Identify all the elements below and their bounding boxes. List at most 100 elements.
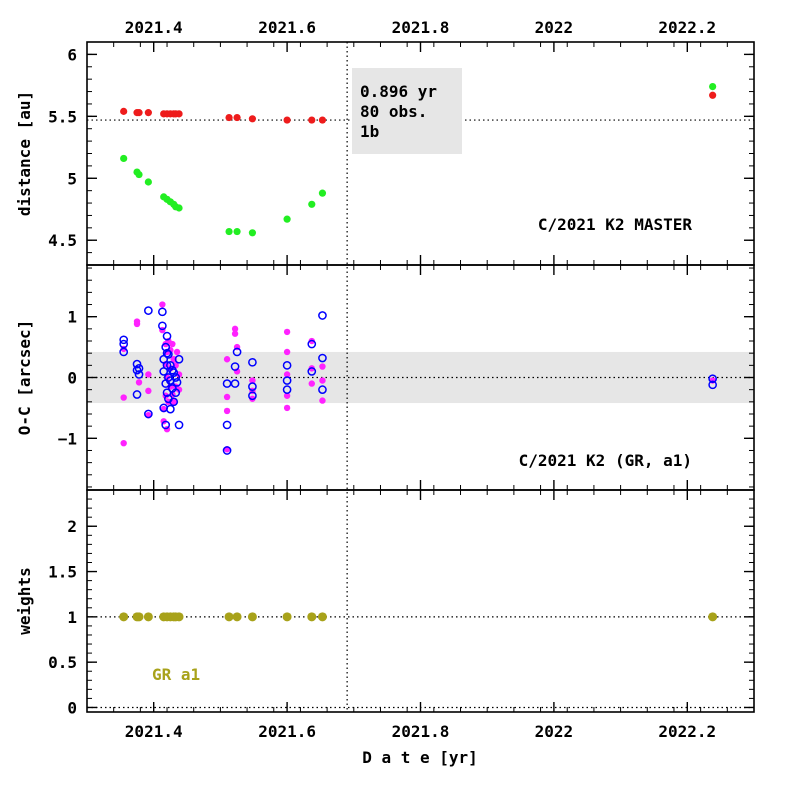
oc-point-magenta: [231, 330, 239, 337]
oc-point-magenta: [173, 348, 181, 356]
oc-point-blue: [318, 385, 327, 395]
distance-point-green: [233, 227, 241, 236]
weights-ytick-label: 2: [67, 517, 77, 536]
oc-point-blue: [161, 420, 171, 430]
x-axis-title: D a t e [yr]: [362, 748, 478, 767]
oc-point-magenta: [223, 407, 231, 415]
distance-point-red: [175, 110, 183, 118]
oc-point-blue: [144, 409, 153, 419]
oc-point-magenta: [133, 318, 141, 325]
distance-point-green: [318, 189, 327, 197]
data-points-layer: [119, 83, 718, 622]
weight-point: [119, 612, 129, 622]
oc-point-magenta: [231, 325, 239, 333]
distance-point-red: [308, 116, 316, 124]
weights-ytick-label: 0.5: [48, 653, 77, 672]
oc-point-magenta: [283, 392, 291, 399]
oc-point-blue: [162, 388, 172, 398]
ticks-layer: [86, 41, 755, 712]
oc-point-blue: [708, 374, 717, 384]
oc-point-blue: [134, 364, 144, 373]
oc-point-blue: [171, 388, 181, 398]
oc-y-axis-title: O-C [arcsec]: [15, 320, 34, 436]
distance-point-red: [120, 107, 128, 115]
oc-ytick-label: 1: [67, 308, 77, 327]
weight-point: [282, 612, 292, 622]
oc-point-blue: [158, 307, 167, 317]
oc-point-magenta: [175, 386, 183, 393]
oc-point-blue: [158, 321, 167, 331]
xtick-label-top: 2021.4: [125, 18, 183, 37]
oc-ytick-label: −1: [58, 429, 77, 448]
oc-point-blue: [318, 353, 327, 363]
distance-panel-label: C/2021 K2 MASTER: [538, 215, 692, 234]
oc-point-magenta: [159, 301, 166, 308]
oc-point-blue: [222, 379, 232, 388]
distance-point-green: [175, 204, 183, 212]
xtick-label-bottom: 2021.6: [258, 722, 316, 741]
xtick-label-top: 2021.8: [392, 18, 450, 37]
oc-point-blue: [119, 347, 129, 357]
weight-point: [317, 612, 327, 622]
weight-point: [708, 612, 718, 622]
oc-point-blue: [307, 339, 317, 349]
oc-point-blue: [166, 404, 175, 414]
distance-ytick-label: 5.5: [48, 107, 77, 126]
oc-panel-label: C/2021 K2 (GR, a1): [519, 451, 692, 470]
distance-ytick-label: 6: [67, 45, 77, 64]
weight-point: [232, 612, 242, 622]
distance-point-green: [135, 170, 143, 179]
oc-point-blue: [174, 420, 184, 430]
xtick-label-top: 2022.2: [658, 18, 716, 37]
oc-point-blue: [172, 378, 182, 387]
oc-point-blue: [708, 380, 717, 390]
info-box: [352, 68, 462, 154]
xtick-label-bottom: 2021.4: [125, 722, 183, 741]
oc-point-magenta: [120, 394, 127, 401]
distance-point-red: [283, 116, 291, 124]
distance-point-green: [144, 178, 152, 186]
oc-point-blue: [164, 350, 173, 359]
oc-point-magenta: [169, 340, 176, 348]
info-box-span: 0.896 yr: [360, 82, 437, 101]
distance-point-red: [709, 91, 717, 99]
info-box-obs-count: 80 obs.: [360, 102, 427, 121]
oc-point-magenta: [283, 328, 291, 336]
oc-point-magenta: [308, 380, 315, 387]
weight-point: [307, 612, 317, 622]
oc-ytick-label: 0: [67, 369, 77, 388]
oc-point-blue: [134, 370, 144, 379]
oc-point-blue: [282, 360, 292, 370]
weight-point: [134, 612, 144, 622]
oc-point-blue: [174, 354, 184, 364]
oc-point-blue: [282, 385, 292, 395]
oc-point-magenta: [319, 397, 326, 404]
oc-point-blue: [162, 348, 172, 358]
oc-point-magenta: [135, 379, 143, 386]
oc-point-blue: [162, 331, 172, 341]
oc-point-magenta: [223, 356, 231, 363]
weight-point: [247, 612, 257, 622]
oc-point-blue: [162, 360, 172, 370]
oc-point-magenta: [223, 393, 231, 401]
weight-point: [174, 612, 184, 622]
weights-ytick-label: 1.5: [48, 563, 77, 582]
weight-point: [143, 612, 153, 622]
oc-point-blue: [166, 360, 175, 370]
oc-point-blue: [222, 446, 232, 455]
labels-layer: D a t e [yr] C/2021 K2 MASTER C/2021 K2 …: [15, 18, 716, 767]
weight-point: [224, 612, 234, 622]
oc-point-blue: [169, 368, 179, 377]
distance-y-axis-title: distance [au]: [15, 91, 34, 216]
distance-point-green: [283, 215, 291, 223]
oc-point-magenta: [283, 404, 291, 412]
distance-ytick-label: 4.5: [48, 231, 77, 250]
oc-point-magenta: [145, 387, 152, 395]
distance-point-green: [248, 229, 257, 237]
weights-panel-label: GR a1: [152, 665, 200, 684]
oc-point-magenta: [249, 377, 256, 384]
xtick-label-top: 2021.6: [258, 18, 316, 37]
distance-point-red: [318, 116, 327, 124]
oc-point-blue: [248, 357, 257, 367]
